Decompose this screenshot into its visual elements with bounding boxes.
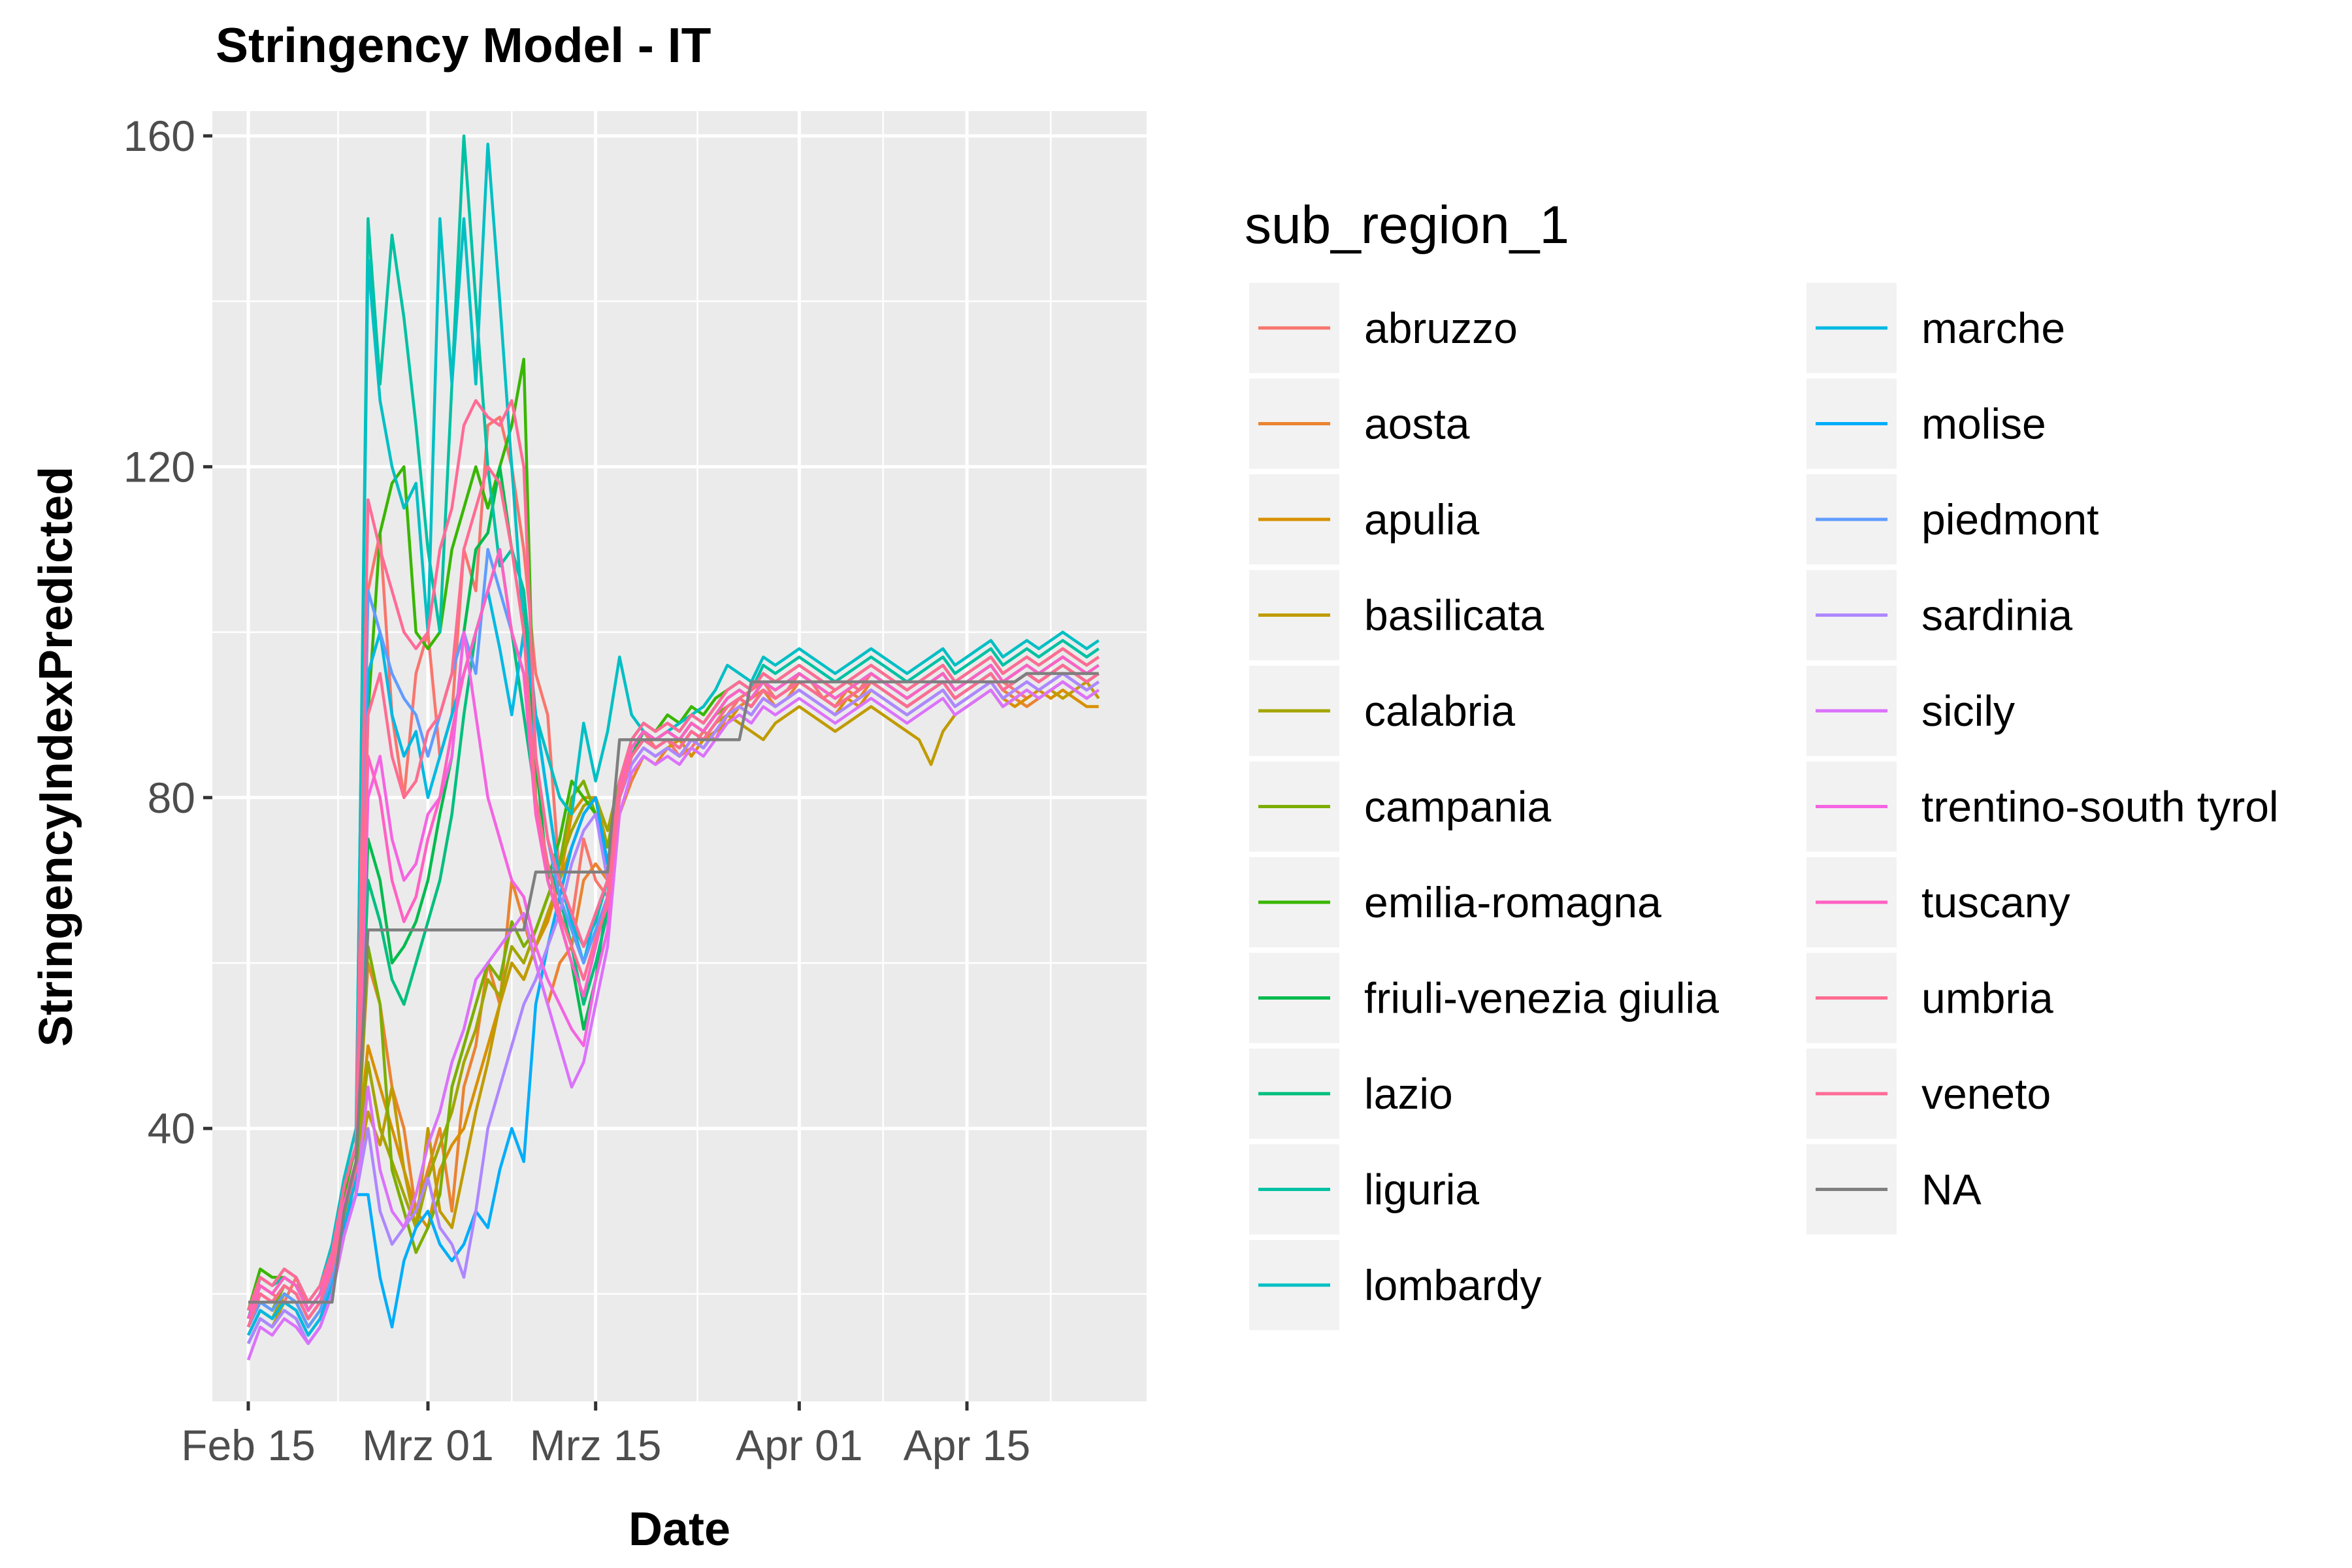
y-tick-label: 120 xyxy=(123,442,195,491)
legend-label-marche: marche xyxy=(1921,304,2065,352)
x-tick-label: Mrz 01 xyxy=(362,1421,494,1469)
y-tick-label: 40 xyxy=(148,1104,195,1152)
x-tick-label: Apr 15 xyxy=(904,1421,1030,1469)
legend-label-liguria: liguria xyxy=(1364,1166,1479,1214)
x-tick-label: Mrz 15 xyxy=(530,1421,662,1469)
legend-label-trentino-south-tyrol: trentino-south tyrol xyxy=(1921,783,2279,831)
legend-label-piedmont: piedmont xyxy=(1921,495,2099,544)
legend-label-veneto: veneto xyxy=(1921,1070,2051,1118)
legend-label-lombardy: lombardy xyxy=(1364,1261,1541,1309)
legend-label-abruzzo: abruzzo xyxy=(1364,304,1518,352)
legend-label-apulia: apulia xyxy=(1364,495,1479,544)
chart-title: Stringency Model - IT xyxy=(216,18,711,73)
series-line-NA xyxy=(248,672,1099,1304)
legend-label-umbria: umbria xyxy=(1921,974,2053,1022)
legend-label-campania: campania xyxy=(1364,783,1551,831)
legend: sub_region_1 abruzzo aosta apulia basilicat… xyxy=(1245,195,2279,1330)
legend-label-emilia-romagna: emilia-romagna xyxy=(1364,878,1661,926)
legend-label-molise: molise xyxy=(1921,400,2046,448)
x-axis-label: Date xyxy=(629,1503,730,1556)
legend-label-lazio: lazio xyxy=(1364,1070,1453,1118)
legend-label-aosta: aosta xyxy=(1364,400,1470,448)
y-tick-label: 80 xyxy=(148,774,195,822)
legend-label-friuli-venezia-giulia: friuli-venezia giulia xyxy=(1364,974,1719,1022)
series-line-umbria xyxy=(246,465,1100,1328)
series-line-tuscany xyxy=(246,547,1100,1320)
series-layer xyxy=(246,134,1100,1361)
legend-label-basilicata: basilicata xyxy=(1364,591,1544,640)
legend-label-calabria: calabria xyxy=(1364,687,1515,735)
series-line-sardinia xyxy=(246,672,1100,1345)
legend-label-sardinia: sardinia xyxy=(1921,591,2072,640)
x-tick-label: Apr 01 xyxy=(736,1421,862,1469)
legend-label-NA: NA xyxy=(1921,1166,1982,1214)
legend-label-tuscany: tuscany xyxy=(1921,878,2070,926)
y-axis: 40 80 120 160 xyxy=(123,112,212,1152)
legend-title: sub_region_1 xyxy=(1245,195,1569,255)
y-tick-label: 160 xyxy=(123,112,195,160)
series-line-sicily xyxy=(246,680,1100,1361)
legend-label-sicily: sicily xyxy=(1921,687,2015,735)
x-axis: Feb 15 Mrz 01 Mrz 15 Apr 01 Apr 15 xyxy=(181,1401,1030,1469)
y-axis-label: StringencyIndexPredicted xyxy=(30,466,82,1047)
x-tick-label: Feb 15 xyxy=(181,1421,315,1469)
